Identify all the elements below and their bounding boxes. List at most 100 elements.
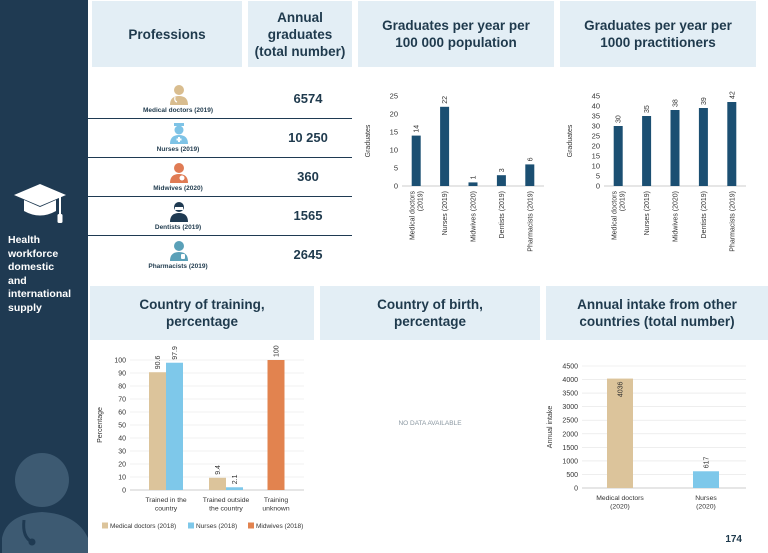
y-tick-label: 25 <box>592 132 600 141</box>
x-tick-label: Training <box>264 497 289 504</box>
data-label: 90.6 <box>155 355 162 369</box>
dentist-icon <box>170 202 188 222</box>
sidebar-title-line: workforce <box>8 247 59 260</box>
midwife-icon <box>170 163 188 183</box>
bar <box>727 102 737 186</box>
y-tick-label: 10 <box>390 146 398 155</box>
x-tick-label: Nurses (2019) <box>644 191 651 235</box>
y-tick-label: 4500 <box>562 364 578 371</box>
legend-label: Midwives (2018) <box>256 523 303 530</box>
y-tick-label: 3500 <box>562 391 578 398</box>
profession-row: Nurses (2019) 10 250 <box>88 119 352 158</box>
y-tick-label: 20 <box>390 110 398 119</box>
x-tick-label: (2019) <box>620 191 627 211</box>
bar <box>267 360 285 490</box>
x-tick-label: Dentists (2019) <box>499 191 506 238</box>
data-label: 3 <box>499 168 506 172</box>
bar <box>525 164 535 186</box>
legend-label: Nurses (2018) <box>196 523 237 530</box>
profession-row: Dentists (2019) 1565 <box>88 197 352 236</box>
y-tick-label: 80 <box>118 384 126 391</box>
bar <box>149 372 166 490</box>
data-label: 97.9 <box>172 346 179 360</box>
bar <box>607 378 633 488</box>
bar <box>496 175 506 186</box>
bar <box>468 182 478 186</box>
x-tick-label: (2020) <box>610 504 630 511</box>
y-tick-label: 45 <box>592 92 600 101</box>
y-tick-label: 20 <box>118 462 126 469</box>
header-line: percentage <box>393 314 466 329</box>
y-tick-label: 0 <box>574 486 578 493</box>
data-label: 100 <box>274 345 281 357</box>
x-tick-label: (2019) <box>418 191 425 211</box>
x-tick-label: Medical doctors <box>596 495 644 502</box>
bar <box>693 471 719 488</box>
profession-label: Medical doctors (2019) <box>142 107 214 114</box>
data-label: 4036 <box>618 381 625 397</box>
header-line: percentage <box>165 314 239 329</box>
y-tick-label: 30 <box>118 449 126 456</box>
bar <box>166 362 183 490</box>
y-tick-label: 90 <box>118 371 126 378</box>
x-tick-label: Midwives (2020) <box>471 191 478 242</box>
data-label: 42 <box>729 91 736 99</box>
y-axis-label: Percentage <box>97 407 104 443</box>
header-line: 100 000 population <box>395 35 517 50</box>
header-line: Graduates per year per <box>382 18 530 33</box>
bar <box>613 126 623 186</box>
sidebar-title-line: and <box>8 274 27 287</box>
data-label: 9.4 <box>215 465 222 475</box>
data-label: 39 <box>701 97 708 105</box>
legend-swatch <box>248 522 254 529</box>
data-label: 22 <box>442 96 449 104</box>
data-label: 35 <box>644 105 651 113</box>
y-tick-label: 0 <box>394 182 398 191</box>
y-tick-label: 5 <box>394 164 398 173</box>
bar <box>440 106 450 186</box>
y-tick-label: 2500 <box>562 418 578 425</box>
x-tick-label: unknown <box>262 506 289 513</box>
x-tick-label: the country <box>209 506 243 513</box>
y-tick-label: 2000 <box>562 431 578 438</box>
profession-value: 1565 <box>293 208 323 223</box>
header-line: graduates <box>267 26 333 42</box>
profession-label: Pharmacists (2019) <box>148 263 208 270</box>
profession-row: Pharmacists (2019) 2645 <box>88 236 352 275</box>
x-tick-label: Nurses (2019) <box>442 191 449 235</box>
y-axis-label: Graduates <box>567 124 574 157</box>
grad-per-pop-header: Graduates per year per 100 000 populatio… <box>358 1 554 67</box>
y-tick-label: 25 <box>390 92 398 101</box>
x-tick-label: Medical doctors <box>612 191 619 241</box>
x-tick-label: Trained in the <box>145 497 187 504</box>
y-tick-label: 40 <box>592 102 600 111</box>
header-line: Annual intake from other <box>577 297 737 312</box>
y-tick-label: 1000 <box>562 458 578 465</box>
country-of-training-header: Country of training, percentage <box>90 286 314 340</box>
y-tick-label: 50 <box>118 423 126 430</box>
x-tick-label: Trained outside <box>203 497 250 504</box>
header-line: Annual <box>277 9 323 25</box>
bar <box>411 135 421 186</box>
professions-header: Professions <box>92 1 242 67</box>
annual-intake-chart: 0 500 1000 1500 2000 2500 3000 3500 4000 4500 Annu… <box>547 364 746 511</box>
y-tick-label: 15 <box>390 128 398 137</box>
no-data-label: NO DATA AVAILABLE <box>398 420 462 427</box>
sidebar-title-line: supply <box>8 301 42 314</box>
x-tick-label: Pharmacists (2019) <box>729 191 736 252</box>
page-number: 174 <box>725 534 742 545</box>
y-tick-label: 5 <box>596 172 600 181</box>
x-tick-label: Medical doctors <box>410 191 417 241</box>
sidebar-title-line: international <box>8 288 72 300</box>
bar <box>670 110 680 186</box>
country-of-training-chart: 0 10 20 30 40 50 60 70 80 90 100 Percentage 90.6 97.9… <box>97 345 304 530</box>
header-line: Graduates per year per <box>584 18 732 33</box>
header-line: 1000 practitioners <box>600 35 716 50</box>
x-tick-label: (2020) <box>696 504 716 511</box>
grad-per-pract-header: Graduates per year per 1000 practitioner… <box>560 1 756 67</box>
profession-label: Dentists (2019) <box>154 224 202 231</box>
y-tick-label: 0 <box>596 182 600 191</box>
profession-value: 10 250 <box>288 130 328 145</box>
y-tick-label: 70 <box>118 397 126 404</box>
sidebar-title: Health workforce domestic and internatio… <box>8 234 86 315</box>
